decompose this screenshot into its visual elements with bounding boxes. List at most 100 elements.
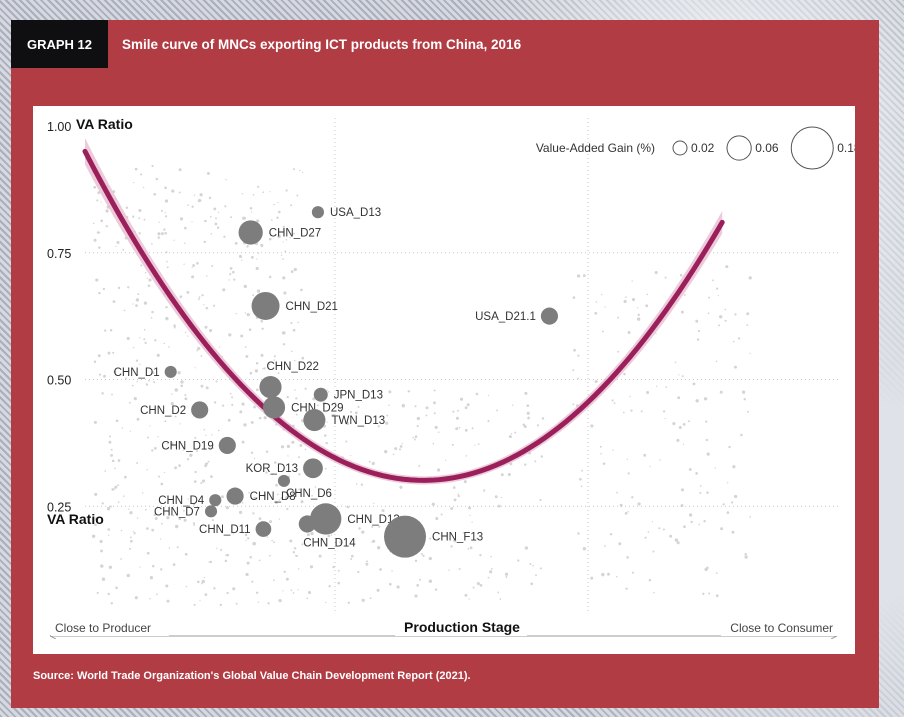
bg-dot xyxy=(116,241,120,244)
bg-dot xyxy=(524,546,529,550)
bg-dot xyxy=(384,450,388,454)
bg-dot xyxy=(204,593,208,596)
bg-dot xyxy=(263,494,266,497)
bg-dot xyxy=(471,427,474,430)
bg-dot xyxy=(514,431,517,434)
bubble-point xyxy=(251,291,280,320)
bubble-point xyxy=(204,505,218,518)
bg-dot xyxy=(277,234,281,239)
bg-dot xyxy=(347,601,350,604)
bg-dot xyxy=(679,273,683,277)
bg-dot xyxy=(416,584,420,587)
bg-dot xyxy=(479,553,482,557)
bg-dot xyxy=(731,501,734,504)
bg-dot xyxy=(199,193,203,197)
bg-dot xyxy=(172,514,175,517)
bg-dot xyxy=(213,304,216,307)
bg-dot xyxy=(99,231,101,234)
bg-dot xyxy=(111,459,115,463)
bg-dot xyxy=(246,561,250,565)
bg-dot xyxy=(96,231,100,234)
bg-dot xyxy=(225,506,229,510)
bg-dot xyxy=(146,469,148,471)
bg-dot xyxy=(225,178,227,181)
bg-dot xyxy=(260,319,263,323)
bg-dot xyxy=(208,561,210,563)
bg-dot xyxy=(371,391,375,394)
bg-dot xyxy=(206,171,210,175)
bg-dot xyxy=(135,359,139,362)
bg-dot xyxy=(346,421,350,426)
bg-dot xyxy=(253,457,256,460)
bg-dot xyxy=(243,423,247,427)
bg-dot xyxy=(329,494,331,496)
y-tick-label: 0.50 xyxy=(47,374,71,388)
bg-dot xyxy=(420,553,423,555)
graph-tag: GRAPH 12 xyxy=(11,20,108,68)
bg-dot xyxy=(747,410,750,413)
bg-dot xyxy=(653,591,655,594)
bg-dot xyxy=(637,502,641,506)
bg-dot xyxy=(246,245,249,248)
bg-dot xyxy=(93,238,97,242)
bg-dot xyxy=(106,225,109,227)
bg-dot xyxy=(120,529,123,532)
bg-dot xyxy=(386,414,389,417)
bg-dot xyxy=(174,388,178,392)
bg-dot xyxy=(535,574,537,577)
bg-dot xyxy=(282,343,286,346)
bg-dot xyxy=(655,333,657,335)
bg-dot xyxy=(440,513,443,516)
bg-dot xyxy=(191,221,193,223)
bg-dot xyxy=(217,211,220,214)
bg-dot xyxy=(221,404,225,407)
bg-dot xyxy=(681,375,684,378)
bg-dot xyxy=(205,462,209,465)
bg-dot xyxy=(220,548,223,551)
bg-dot xyxy=(149,597,151,600)
bg-dot xyxy=(193,524,196,527)
bg-dot xyxy=(616,575,618,578)
bg-dot xyxy=(226,553,229,557)
bubble-point xyxy=(218,436,236,454)
bg-dot xyxy=(271,219,273,221)
bg-dot xyxy=(719,315,723,319)
curve-line xyxy=(82,148,725,483)
bg-dot xyxy=(687,420,690,423)
bg-dot xyxy=(143,328,146,331)
bg-dot xyxy=(304,448,307,451)
bg-dot xyxy=(136,380,138,383)
bg-dot xyxy=(99,539,103,544)
bg-dot xyxy=(688,513,693,517)
bg-dot xyxy=(138,232,141,235)
bg-dot xyxy=(741,390,746,394)
bg-dot xyxy=(494,495,498,499)
bg-dot xyxy=(706,491,709,494)
bg-dot xyxy=(179,423,181,425)
bg-dot xyxy=(100,564,104,568)
bg-dot xyxy=(173,324,176,327)
bg-dot xyxy=(330,534,333,536)
bg-dot xyxy=(453,539,457,543)
bg-dot xyxy=(728,445,731,449)
bg-dot xyxy=(617,316,620,319)
bg-dot xyxy=(464,593,468,597)
bg-dot xyxy=(602,462,606,465)
bg-dot xyxy=(242,216,246,220)
bg-dot xyxy=(273,359,276,361)
bg-dot xyxy=(104,470,107,472)
bg-dot xyxy=(648,578,652,582)
bg-dot xyxy=(205,386,209,390)
y-tick-label: 1.00 xyxy=(47,120,71,134)
bg-dot xyxy=(295,397,298,400)
bg-dot xyxy=(195,501,197,503)
bg-dot xyxy=(193,194,196,196)
bg-dot xyxy=(94,523,97,527)
bg-dot xyxy=(649,465,651,468)
legend-bubble xyxy=(672,140,688,156)
bg-dot xyxy=(327,390,330,393)
bg-dot xyxy=(611,399,614,402)
bg-dot xyxy=(229,392,232,395)
bg-dot xyxy=(416,417,419,420)
bg-dot xyxy=(293,547,297,550)
